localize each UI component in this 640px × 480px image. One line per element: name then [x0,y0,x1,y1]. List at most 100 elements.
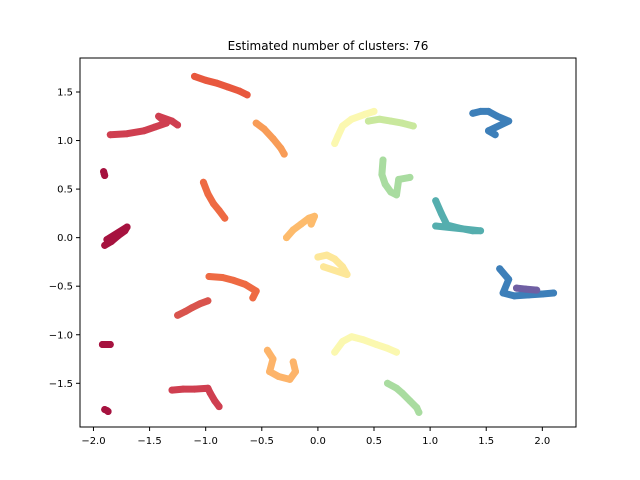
y-tick-label: −1.0 [49,330,73,341]
data-point [398,389,406,397]
data-point [432,197,440,205]
data-point [230,276,238,284]
data-point [191,385,198,393]
data-point [491,131,499,139]
cluster-19 [384,379,423,416]
data-point [406,397,414,405]
data-point [196,300,204,308]
data-point [381,180,389,188]
data-point [376,115,384,123]
cluster-16 [331,333,400,356]
y-tick-label: 1.5 [57,87,73,98]
y-tick-label: 0.0 [57,233,73,244]
data-point [179,385,187,393]
data-point [469,227,477,235]
data-point [213,79,221,87]
data-point [331,348,339,356]
data-point [221,214,229,222]
data-point [275,373,283,380]
data-point [348,115,356,123]
data-point [100,170,108,178]
data-point [104,408,112,415]
data-point [182,307,189,315]
data-point [206,389,214,397]
cluster-8 [191,72,251,99]
x-tick-label: 0.5 [366,436,382,447]
data-point [106,131,114,139]
data-point [454,224,462,232]
data-point [168,117,176,125]
data-point [359,336,367,344]
data-point [280,150,288,158]
data-point [499,289,507,297]
plot-frame [79,57,577,428]
cluster-4 [101,406,112,415]
y-tick-label: 1.0 [57,136,73,147]
data-point [155,112,163,120]
cluster-17 [364,115,417,130]
data-point [339,122,347,130]
data-point [485,107,492,115]
cluster-7 [174,297,212,319]
data-point [331,255,339,263]
data-point [393,348,400,356]
data-point [364,117,372,125]
data-point [162,119,170,127]
data-point [260,125,268,133]
data-point [297,220,305,228]
data-point [538,290,546,298]
data-point [334,132,342,140]
cluster-10 [205,273,260,302]
data-point [211,397,219,405]
data-point [432,222,440,230]
data-point [379,156,387,164]
data-point [393,384,400,392]
data-point [339,338,347,345]
x-tick-label: −2.0 [81,436,105,447]
data-point [106,341,114,348]
chart-title: Estimated number of clusters: 76 [228,39,429,53]
data-point [339,263,347,271]
data-point [343,271,351,278]
cluster-9 [199,178,229,222]
data-point [215,403,223,411]
data-point [263,346,271,354]
data-point [505,275,513,283]
cluster-12 [283,212,318,242]
data-point [443,221,451,229]
data-point [219,274,226,281]
data-point [277,144,285,152]
data-point [331,140,339,147]
data-point [550,289,558,297]
data-point [522,285,529,293]
data-point [202,76,210,84]
cluster-14 [314,251,351,278]
x-tick-label: −1.5 [137,436,161,447]
data-point [378,171,386,178]
data-point [496,265,504,273]
cluster-21 [469,107,513,139]
data-point [204,297,212,305]
data-point [409,122,417,130]
data-point [314,253,322,261]
data-point [469,109,477,117]
data-point [387,117,395,125]
data-point [415,408,423,416]
cluster-23 [513,284,541,294]
data-point [283,234,290,242]
data-point [249,294,257,302]
data-point [477,227,485,235]
cluster-15 [331,107,378,147]
y-tick-label: 0.5 [57,185,73,196]
data-point [398,119,406,127]
data-point [286,375,294,383]
cluster-11 [252,119,288,158]
data-point [174,311,182,319]
cluster-20 [432,197,485,235]
data-point [323,251,331,259]
data-point [252,287,260,295]
data-point [311,212,318,220]
cluster-2 [101,223,131,249]
data-point [533,286,541,294]
data-point [151,123,159,131]
